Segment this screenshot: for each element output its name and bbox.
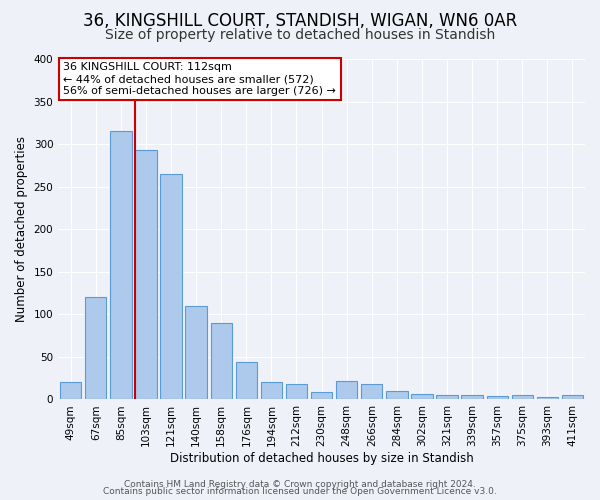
Text: Contains public sector information licensed under the Open Government Licence v3: Contains public sector information licen… [103, 488, 497, 496]
Bar [85, 298, 106, 400]
Bar [436, 395, 458, 400]
Bar [261, 382, 282, 400]
Bar [386, 391, 407, 400]
Y-axis label: Number of detached properties: Number of detached properties [15, 136, 28, 322]
Bar [211, 323, 232, 400]
Bar [286, 384, 307, 400]
Bar [136, 150, 157, 400]
Bar [487, 396, 508, 400]
Bar [110, 132, 131, 400]
Bar [336, 380, 358, 400]
X-axis label: Distribution of detached houses by size in Standish: Distribution of detached houses by size … [170, 452, 473, 465]
Text: Size of property relative to detached houses in Standish: Size of property relative to detached ho… [105, 28, 495, 42]
Bar [562, 395, 583, 400]
Bar [537, 397, 558, 400]
Bar [160, 174, 182, 400]
Text: Contains HM Land Registry data © Crown copyright and database right 2024.: Contains HM Land Registry data © Crown c… [124, 480, 476, 489]
Text: 36, KINGSHILL COURT, STANDISH, WIGAN, WN6 0AR: 36, KINGSHILL COURT, STANDISH, WIGAN, WN… [83, 12, 517, 30]
Bar [60, 382, 82, 400]
Bar [461, 395, 483, 400]
Bar [411, 394, 433, 400]
Bar [361, 384, 382, 400]
Bar [311, 392, 332, 400]
Text: 36 KINGSHILL COURT: 112sqm
← 44% of detached houses are smaller (572)
56% of sem: 36 KINGSHILL COURT: 112sqm ← 44% of deta… [64, 62, 337, 96]
Bar [185, 306, 207, 400]
Bar [512, 395, 533, 400]
Bar [236, 362, 257, 400]
